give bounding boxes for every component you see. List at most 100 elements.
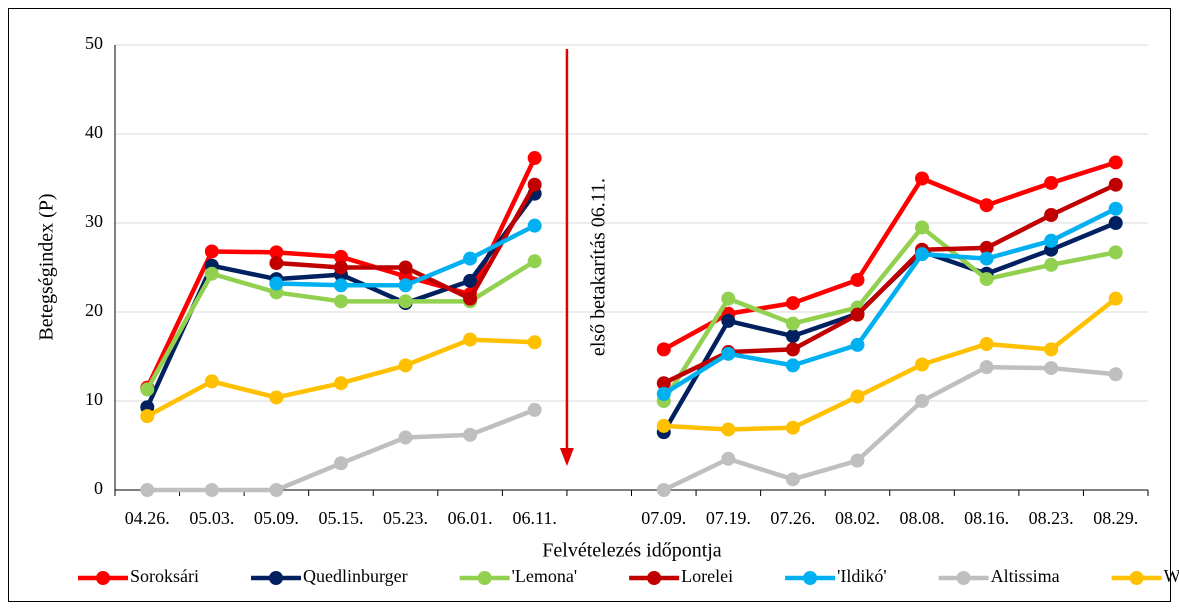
legend-label: 'Lemona' <box>512 566 577 586</box>
data-point <box>979 198 994 213</box>
data-point <box>140 382 155 397</box>
chart-border <box>8 8 1171 602</box>
data-point <box>915 394 930 408</box>
data-point <box>333 456 348 471</box>
data-point <box>140 483 155 497</box>
x-tick-label: 07.19. <box>706 508 751 528</box>
x-tick-label: 08.02. <box>835 508 880 528</box>
y-tick-label: 40 <box>85 122 103 142</box>
data-point <box>527 335 542 350</box>
data-point <box>1044 342 1059 357</box>
x-tick-label: 07.09. <box>641 508 686 528</box>
y-axis-label: Betegségindex (P) <box>36 193 58 340</box>
data-point <box>850 307 865 322</box>
legend-marker <box>647 571 662 585</box>
data-point <box>398 260 413 275</box>
legend-marker <box>269 571 283 585</box>
x-tick-label: 06.01. <box>448 508 493 528</box>
data-point <box>463 332 478 347</box>
legend-marker <box>1129 571 1144 585</box>
x-tick-label: 05.03. <box>189 508 234 528</box>
data-point <box>785 420 800 435</box>
data-point <box>1108 367 1123 382</box>
data-point <box>721 451 736 466</box>
data-point <box>915 220 930 235</box>
series-line <box>662 364 1116 493</box>
data-point <box>979 360 994 375</box>
data-point <box>333 260 348 275</box>
x-tick-label: 08.23. <box>1029 508 1074 528</box>
data-point <box>527 151 542 166</box>
data-point <box>656 386 671 401</box>
data-point <box>398 278 413 293</box>
data-point <box>979 337 994 352</box>
data-point <box>398 430 413 445</box>
data-point <box>269 256 284 271</box>
data-point <box>333 278 348 293</box>
y-tick-label: 50 <box>85 33 103 53</box>
data-point <box>721 291 736 306</box>
data-point <box>850 453 865 468</box>
data-point <box>785 342 800 357</box>
series-line <box>663 296 1118 432</box>
data-point <box>1108 177 1123 192</box>
x-tick-label: 05.23. <box>383 508 428 528</box>
x-tick-label: 04.26. <box>125 508 170 528</box>
data-point <box>527 177 542 192</box>
legend-label: Lorelei <box>681 566 733 586</box>
data-point <box>204 244 219 259</box>
data-point <box>398 294 413 309</box>
data-point <box>979 272 994 287</box>
data-point <box>915 247 930 262</box>
legend-label: Altissima <box>991 566 1060 586</box>
legend-marker <box>96 571 110 585</box>
data-point <box>1108 245 1123 260</box>
data-point <box>269 483 284 497</box>
data-point <box>721 346 736 361</box>
data-point <box>1108 291 1123 306</box>
y-tick-label: 0 <box>94 478 103 498</box>
data-point <box>850 272 865 287</box>
data-point <box>204 483 219 497</box>
x-tick-label: 05.15. <box>318 508 363 528</box>
data-point <box>721 313 736 328</box>
data-point <box>1044 361 1059 376</box>
data-point <box>785 472 800 487</box>
data-point <box>721 422 736 437</box>
data-point <box>1044 207 1059 222</box>
data-point <box>785 329 800 344</box>
data-point <box>527 402 542 417</box>
x-tick-label: 08.29. <box>1093 508 1138 528</box>
legend-label: Quedlinburger <box>303 566 408 586</box>
data-point <box>915 357 930 372</box>
data-point <box>1108 201 1123 216</box>
data-point <box>333 376 348 391</box>
legend-marker <box>956 571 971 585</box>
data-point <box>527 218 542 233</box>
data-point <box>979 240 994 255</box>
data-point <box>269 390 284 405</box>
data-point <box>656 418 671 433</box>
y-tick-label: 30 <box>85 211 103 231</box>
data-point <box>656 376 671 391</box>
data-point <box>463 273 478 288</box>
data-point <box>656 483 671 497</box>
data-point <box>333 249 348 264</box>
data-point <box>463 291 478 306</box>
data-point <box>269 245 284 260</box>
data-point <box>915 171 930 186</box>
annotation: első betakarítás 06.11. <box>588 178 610 356</box>
x-tick-label: 06.11. <box>512 508 556 528</box>
legend-label: Soroksári <box>130 566 199 586</box>
legend-label: Wrocław <box>1164 566 1179 586</box>
data-point <box>463 427 478 442</box>
data-point <box>140 409 155 424</box>
legend-marker <box>803 571 818 585</box>
y-tick-label: 10 <box>85 389 103 409</box>
y-tick-label: 20 <box>85 300 103 320</box>
series-line <box>662 182 1117 386</box>
data-point <box>527 254 542 269</box>
legend-label: 'Ildikó' <box>837 566 886 586</box>
data-point <box>979 251 994 266</box>
